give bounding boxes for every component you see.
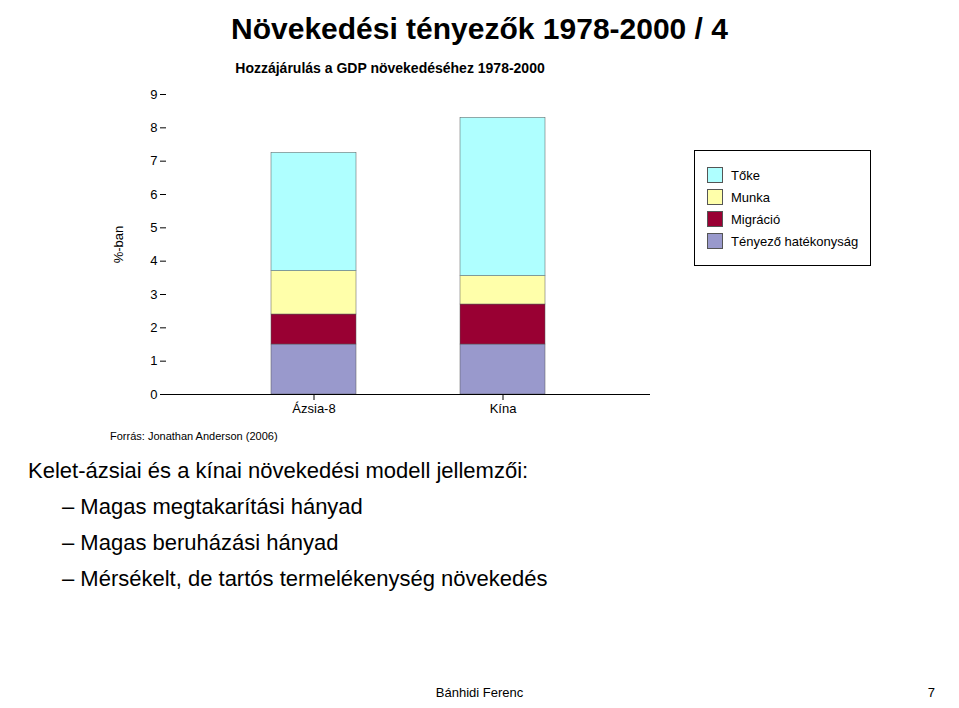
html-text:Tényező hatékonyság: Tényező hatékonyság [731, 233, 859, 249]
html-text:Hozzájárulás a GDP növekedéséh: Hozzájárulás a GDP növekedéséhez 1978-20… [235, 60, 545, 76]
svg-text:Kína: Kína [490, 401, 518, 416]
html-text:– Magas beruházási hányad: – Magas beruházási hányad [62, 530, 339, 555]
html-text:Migráció: Migráció [731, 211, 781, 227]
html-text:Bánhidi Ferenc: Bánhidi Ferenc [435, 685, 524, 700]
svg-text:5: 5 [150, 220, 157, 235]
html-text:Forrás: Jonathan Anderson (200: Forrás: Jonathan Anderson (2006) [110, 430, 278, 442]
html-text:– Magas megtakarítási hányad: – Magas megtakarítási hányad [62, 494, 363, 519]
svg-text:1: 1 [150, 353, 157, 368]
svg-text:Ázsia-8: Ázsia-8 [292, 401, 335, 416]
html-text:Kelet-ázsiai és a kínai növeke: Kelet-ázsiai és a kínai növekedési model… [28, 458, 529, 483]
html-text:Munka: Munka [731, 189, 770, 205]
html-text:7: 7 [927, 685, 935, 700]
svg-text:2: 2 [150, 320, 157, 335]
svg-text:%-ban: %-ban [111, 226, 126, 264]
svg-text:7: 7 [150, 153, 157, 168]
svg-text:9: 9 [150, 87, 157, 102]
html-text:Növekedési tényezők 1978-2000: Növekedési tényezők 1978-2000 / 4 [231, 12, 728, 45]
svg-text:8: 8 [150, 120, 157, 135]
html-text:– Mérsékelt, de tartós termelé: – Mérsékelt, de tartós termelékenység nö… [62, 566, 548, 591]
html-text:Tőke: Tőke [731, 167, 760, 183]
svg-text:6: 6 [150, 187, 157, 202]
svg-text:4: 4 [150, 253, 157, 268]
svg-text:3: 3 [150, 287, 157, 302]
svg-text:0: 0 [150, 387, 157, 402]
